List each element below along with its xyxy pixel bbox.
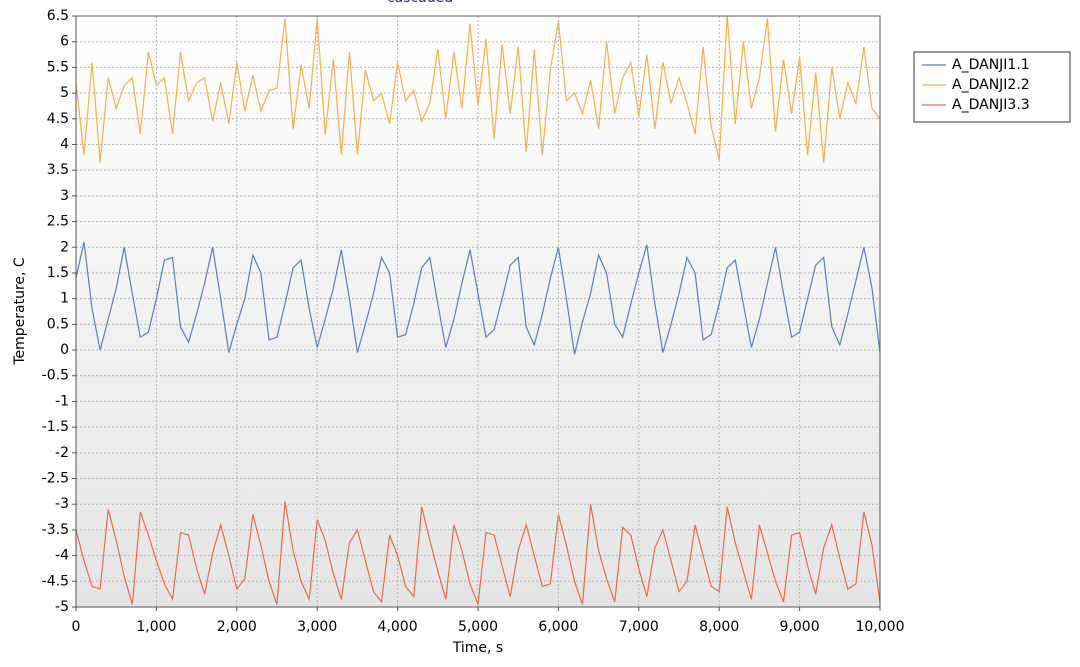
ticks: -5 -4.5 -4 -3.5 -3 -2.5 -2 -1.5 -1 -0.5 0 0.5 1 1.5 2 2… [42,8,905,635]
y-tick-label: -3 [55,496,69,512]
series-line [75,241,881,355]
chart-title: cascaded [387,0,453,6]
legend [913,51,1071,123]
y-tick-label: 5.5 [47,59,69,75]
y-tick-label: 3.5 [47,162,69,178]
y-tick-label: 0.5 [47,316,69,332]
legend-label: A_DANJI3.3 [952,97,1030,113]
y-tick-label: -1 [55,393,69,409]
legend-entries: A_DANJI1.1 A_DANJI2.2 A_DANJI3.3 [922,57,1030,113]
x-tick-label: 8,000 [699,619,739,635]
lines [75,15,881,605]
y-tick-label: 1.5 [47,265,69,281]
y-tick-label: 2.5 [47,214,69,230]
x-tick-label: 7,000 [619,619,659,635]
y-tick-label: -4 [55,548,69,564]
series-line [75,501,881,605]
y-axis-label: Temperature, C [12,257,28,366]
series-line [75,15,881,163]
y-tick-label: 1 [60,291,69,307]
y-tick-label: -3.5 [42,522,69,538]
y-tick-label: 0 [60,342,69,358]
y-tick-label: 4.5 [47,111,69,127]
y-tick-label: 4 [60,136,69,152]
x-tick-label: 3,000 [297,619,337,635]
legend-label: A_DANJI2.2 [952,77,1030,93]
y-tick-label: 2 [60,239,69,255]
x-axis-label: Time, s [452,640,503,656]
x-tick-label: 10,000 [856,619,905,635]
x-tick-label: 1,000 [136,619,176,635]
x-tick-label: 0 [72,619,81,635]
x-tick-label: 4,000 [378,619,418,635]
x-tick-label: 5,000 [458,619,498,635]
x-tick-label: 9,000 [780,619,820,635]
x-tick-label: 2,000 [217,619,257,635]
y-tick-label: -1.5 [42,419,69,435]
y-tick-label: 6.5 [47,8,69,24]
y-tick-label: -2 [55,445,69,461]
y-tick-label: -0.5 [42,368,69,384]
y-tick-label: 3 [60,188,69,204]
x-tick-label: 6,000 [538,619,578,635]
y-tick-label: -2.5 [42,471,69,487]
y-tick-label: 6 [60,34,69,50]
legend-label: A_DANJI1.1 [952,57,1030,73]
y-tick-label: -4.5 [42,573,69,589]
y-tick-label: -5 [55,599,69,615]
y-tick-label: 5 [60,85,69,101]
